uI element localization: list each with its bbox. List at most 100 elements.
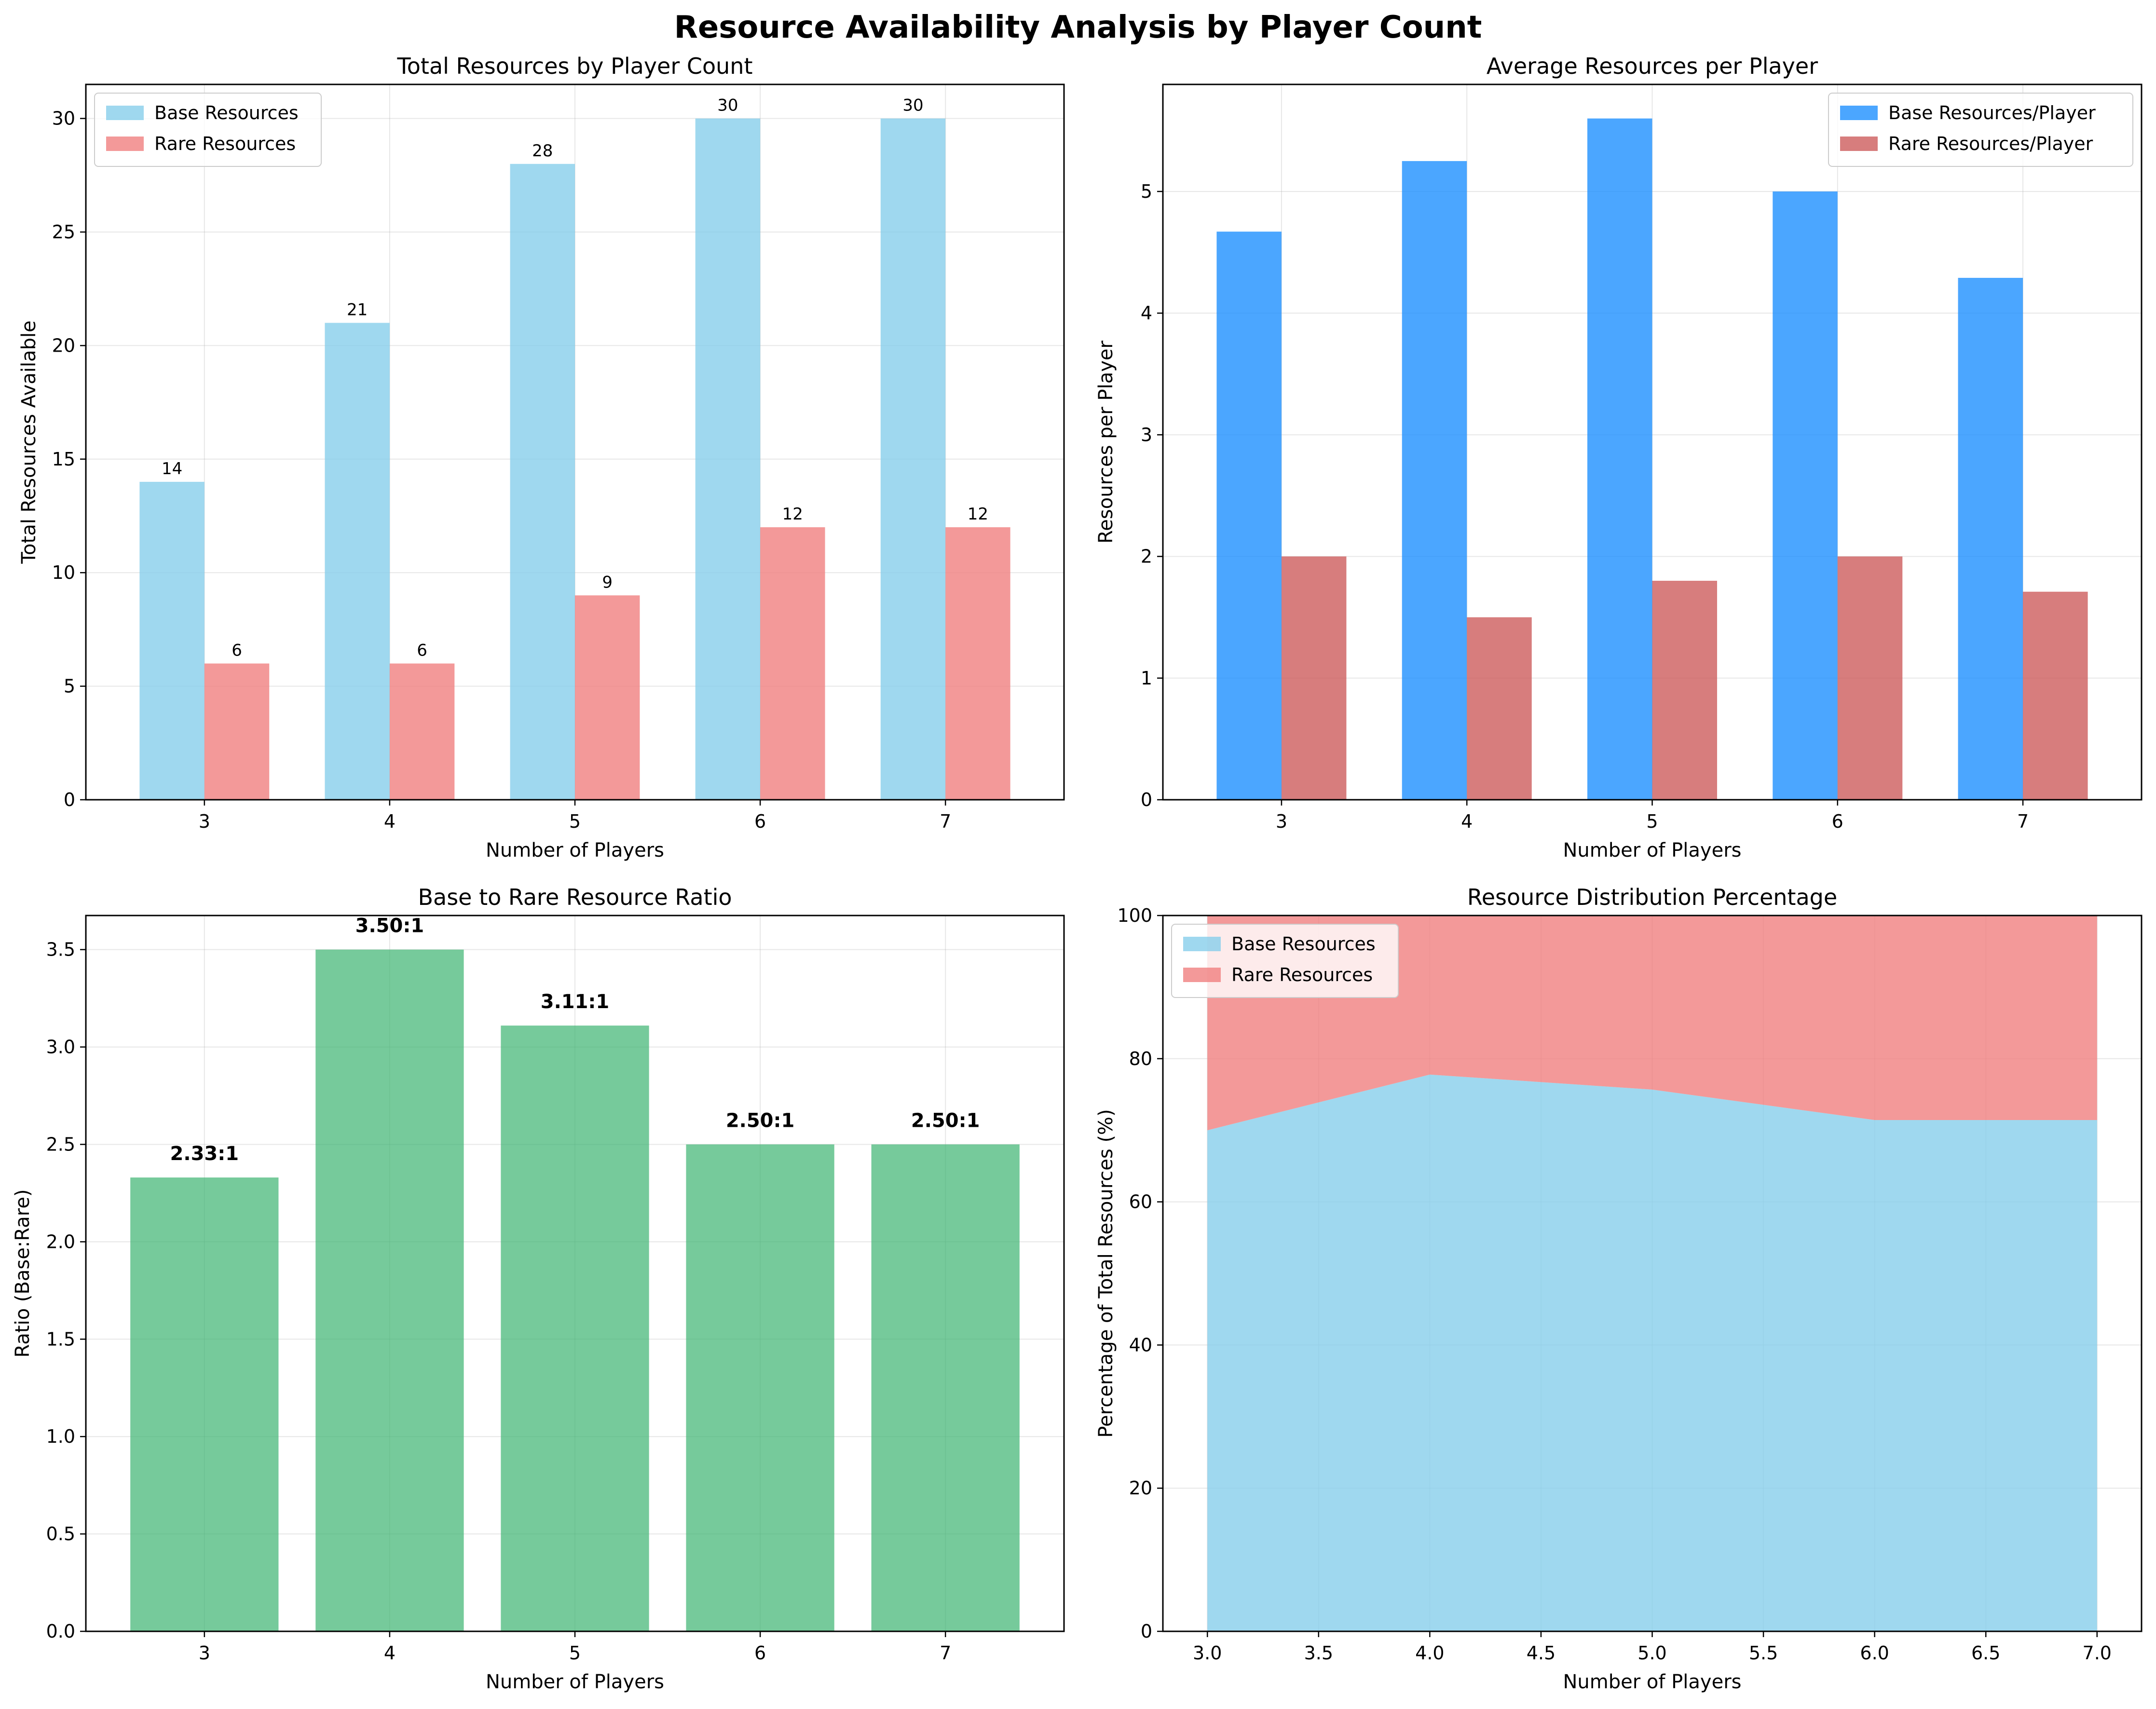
bar-rare-resources-5 — [575, 595, 640, 800]
legend-swatch — [1840, 137, 1878, 151]
data-label: 30 — [717, 96, 738, 115]
x-tick-label: 6 — [754, 1642, 766, 1664]
bar-base-resources-7 — [880, 118, 946, 800]
y-tick-label: 40 — [1129, 1334, 1152, 1355]
y-tick-label: 3 — [1141, 424, 1152, 445]
legend-swatch — [1840, 106, 1878, 120]
legend-label: Rare Resources — [154, 133, 296, 154]
legend-box — [1171, 924, 1399, 998]
area-base-resources — [1207, 1074, 2097, 1631]
legend-swatch — [106, 137, 144, 151]
y-tick-label: 5 — [64, 676, 75, 697]
data-label: 9 — [602, 573, 613, 592]
legend-swatch — [1183, 968, 1221, 982]
x-tick-label: 7.0 — [2083, 1642, 2112, 1664]
y-tick-label: 15 — [52, 449, 75, 470]
bar-rare-resources-player-7 — [2023, 591, 2088, 800]
data-label: 28 — [532, 141, 553, 161]
x-tick-label: 4.0 — [1415, 1642, 1444, 1664]
x-tick-label: 5.5 — [1749, 1642, 1778, 1664]
y-tick-label: 3.5 — [46, 939, 75, 960]
y-tick-label: 0.0 — [46, 1621, 75, 1642]
data-label: 2.50:1 — [726, 1109, 795, 1132]
legend-swatch — [1183, 937, 1221, 951]
data-label: 6 — [417, 641, 427, 660]
x-tick-label: 5 — [569, 1642, 581, 1664]
y-tick-label: 5 — [1141, 181, 1152, 202]
y-tick-label: 25 — [52, 221, 75, 243]
chart-title: Total Resources by Player Count — [396, 53, 752, 79]
y-tick-label: 20 — [1129, 1477, 1152, 1499]
data-label: 12 — [782, 505, 803, 524]
data-label: 14 — [162, 459, 182, 479]
y-tick-label: 60 — [1129, 1191, 1152, 1213]
x-tick-label: 4 — [384, 811, 396, 832]
y-tick-label: 0.5 — [46, 1523, 75, 1545]
figure-title: Resource Availability Analysis by Player… — [674, 10, 1482, 45]
bar-base-resources-5 — [510, 164, 575, 800]
x-tick-label: 7 — [2017, 811, 2029, 832]
y-tick-label: 1 — [1141, 668, 1152, 689]
x-axis-label: Number of Players — [486, 839, 664, 861]
y-tick-label: 30 — [52, 108, 75, 129]
chart-title: Resource Distribution Percentage — [1467, 884, 1837, 910]
x-axis-label: Number of Players — [486, 1671, 664, 1693]
legend-label: Base Resources — [154, 102, 299, 123]
bar-rare-resources-4 — [389, 663, 455, 800]
legend-label: Rare Resources — [1231, 964, 1373, 985]
area-rare-resources — [1207, 916, 2097, 1131]
x-tick-label: 5.0 — [1637, 1642, 1666, 1664]
y-tick-label: 100 — [1117, 905, 1152, 926]
data-label: 3.11:1 — [541, 991, 610, 1013]
bar-ratio-4 — [315, 949, 464, 1631]
bar-rare-resources-player-5 — [1652, 581, 1717, 800]
y-tick-label: 2.0 — [46, 1231, 75, 1252]
bar-base-resources-4 — [325, 323, 390, 800]
legend-box — [94, 93, 322, 167]
y-axis-label: Resources per Player — [1095, 341, 1117, 544]
legend-label: Rare Resources/Player — [1888, 133, 2093, 154]
bar-base-resources-player-4 — [1402, 161, 1467, 800]
x-tick-label: 6.5 — [1971, 1642, 2000, 1664]
x-tick-label: 4.5 — [1527, 1642, 1556, 1664]
x-tick-label: 3.0 — [1193, 1642, 1222, 1664]
panel-total-resources: 14 21 28 30 30 6 6 9 12 12 0 5 10 15 20 25 30 3 4 5 6 7 Total … — [18, 53, 1065, 861]
bar-ratio-6 — [686, 1144, 834, 1631]
y-tick-label: 20 — [52, 335, 75, 356]
y-tick-label: 2.5 — [46, 1134, 75, 1155]
data-label: 30 — [902, 96, 923, 115]
bar-ratio-3 — [130, 1177, 279, 1631]
bar-rare-resources-7 — [945, 527, 1010, 800]
x-tick-label: 7 — [940, 1642, 951, 1664]
x-axis-label: Number of Players — [1563, 1671, 1742, 1693]
y-tick-label: 1.5 — [46, 1328, 75, 1350]
y-axis-label: Total Resources Available — [18, 320, 40, 564]
bar-rare-resources-player-3 — [1281, 556, 1347, 800]
x-tick-label: 4 — [1461, 811, 1473, 832]
x-tick-label: 6 — [1832, 811, 1843, 832]
bar-rare-resources-player-4 — [1467, 617, 1532, 800]
bar-base-resources-player-7 — [1958, 278, 2023, 800]
chart-title: Base to Rare Resource Ratio — [418, 884, 732, 910]
data-label: 2.50:1 — [911, 1109, 980, 1132]
data-label: 3.50:1 — [355, 915, 424, 937]
panel-distribution: 0 20 40 60 80 100 3.0 3.5 4.0 4.5 5.0 5.5 6.0 6.5 7.0 R… — [1095, 884, 2142, 1693]
x-tick-label: 3 — [1276, 811, 1287, 832]
panel-average-resources: 0 1 2 3 4 5 3 4 5 6 7 Average Resources per Player N… — [1095, 53, 2142, 861]
data-label: 12 — [968, 505, 988, 524]
bar-base-resources-player-6 — [1773, 191, 1838, 800]
y-tick-label: 3.0 — [46, 1037, 75, 1058]
y-tick-label: 80 — [1129, 1048, 1152, 1069]
data-label: 6 — [232, 641, 242, 660]
x-tick-label: 3 — [199, 1642, 210, 1664]
bar-rare-resources-6 — [760, 527, 825, 800]
x-tick-label: 3 — [199, 811, 210, 832]
x-tick-label: 3.5 — [1304, 1642, 1333, 1664]
legend-label: Base Resources — [1231, 933, 1376, 955]
y-tick-label: 0 — [1141, 789, 1152, 810]
x-tick-label: 7 — [940, 811, 951, 832]
data-label: 2.33:1 — [170, 1143, 239, 1165]
legend-box — [1828, 93, 2133, 167]
x-tick-label: 4 — [384, 1642, 396, 1664]
